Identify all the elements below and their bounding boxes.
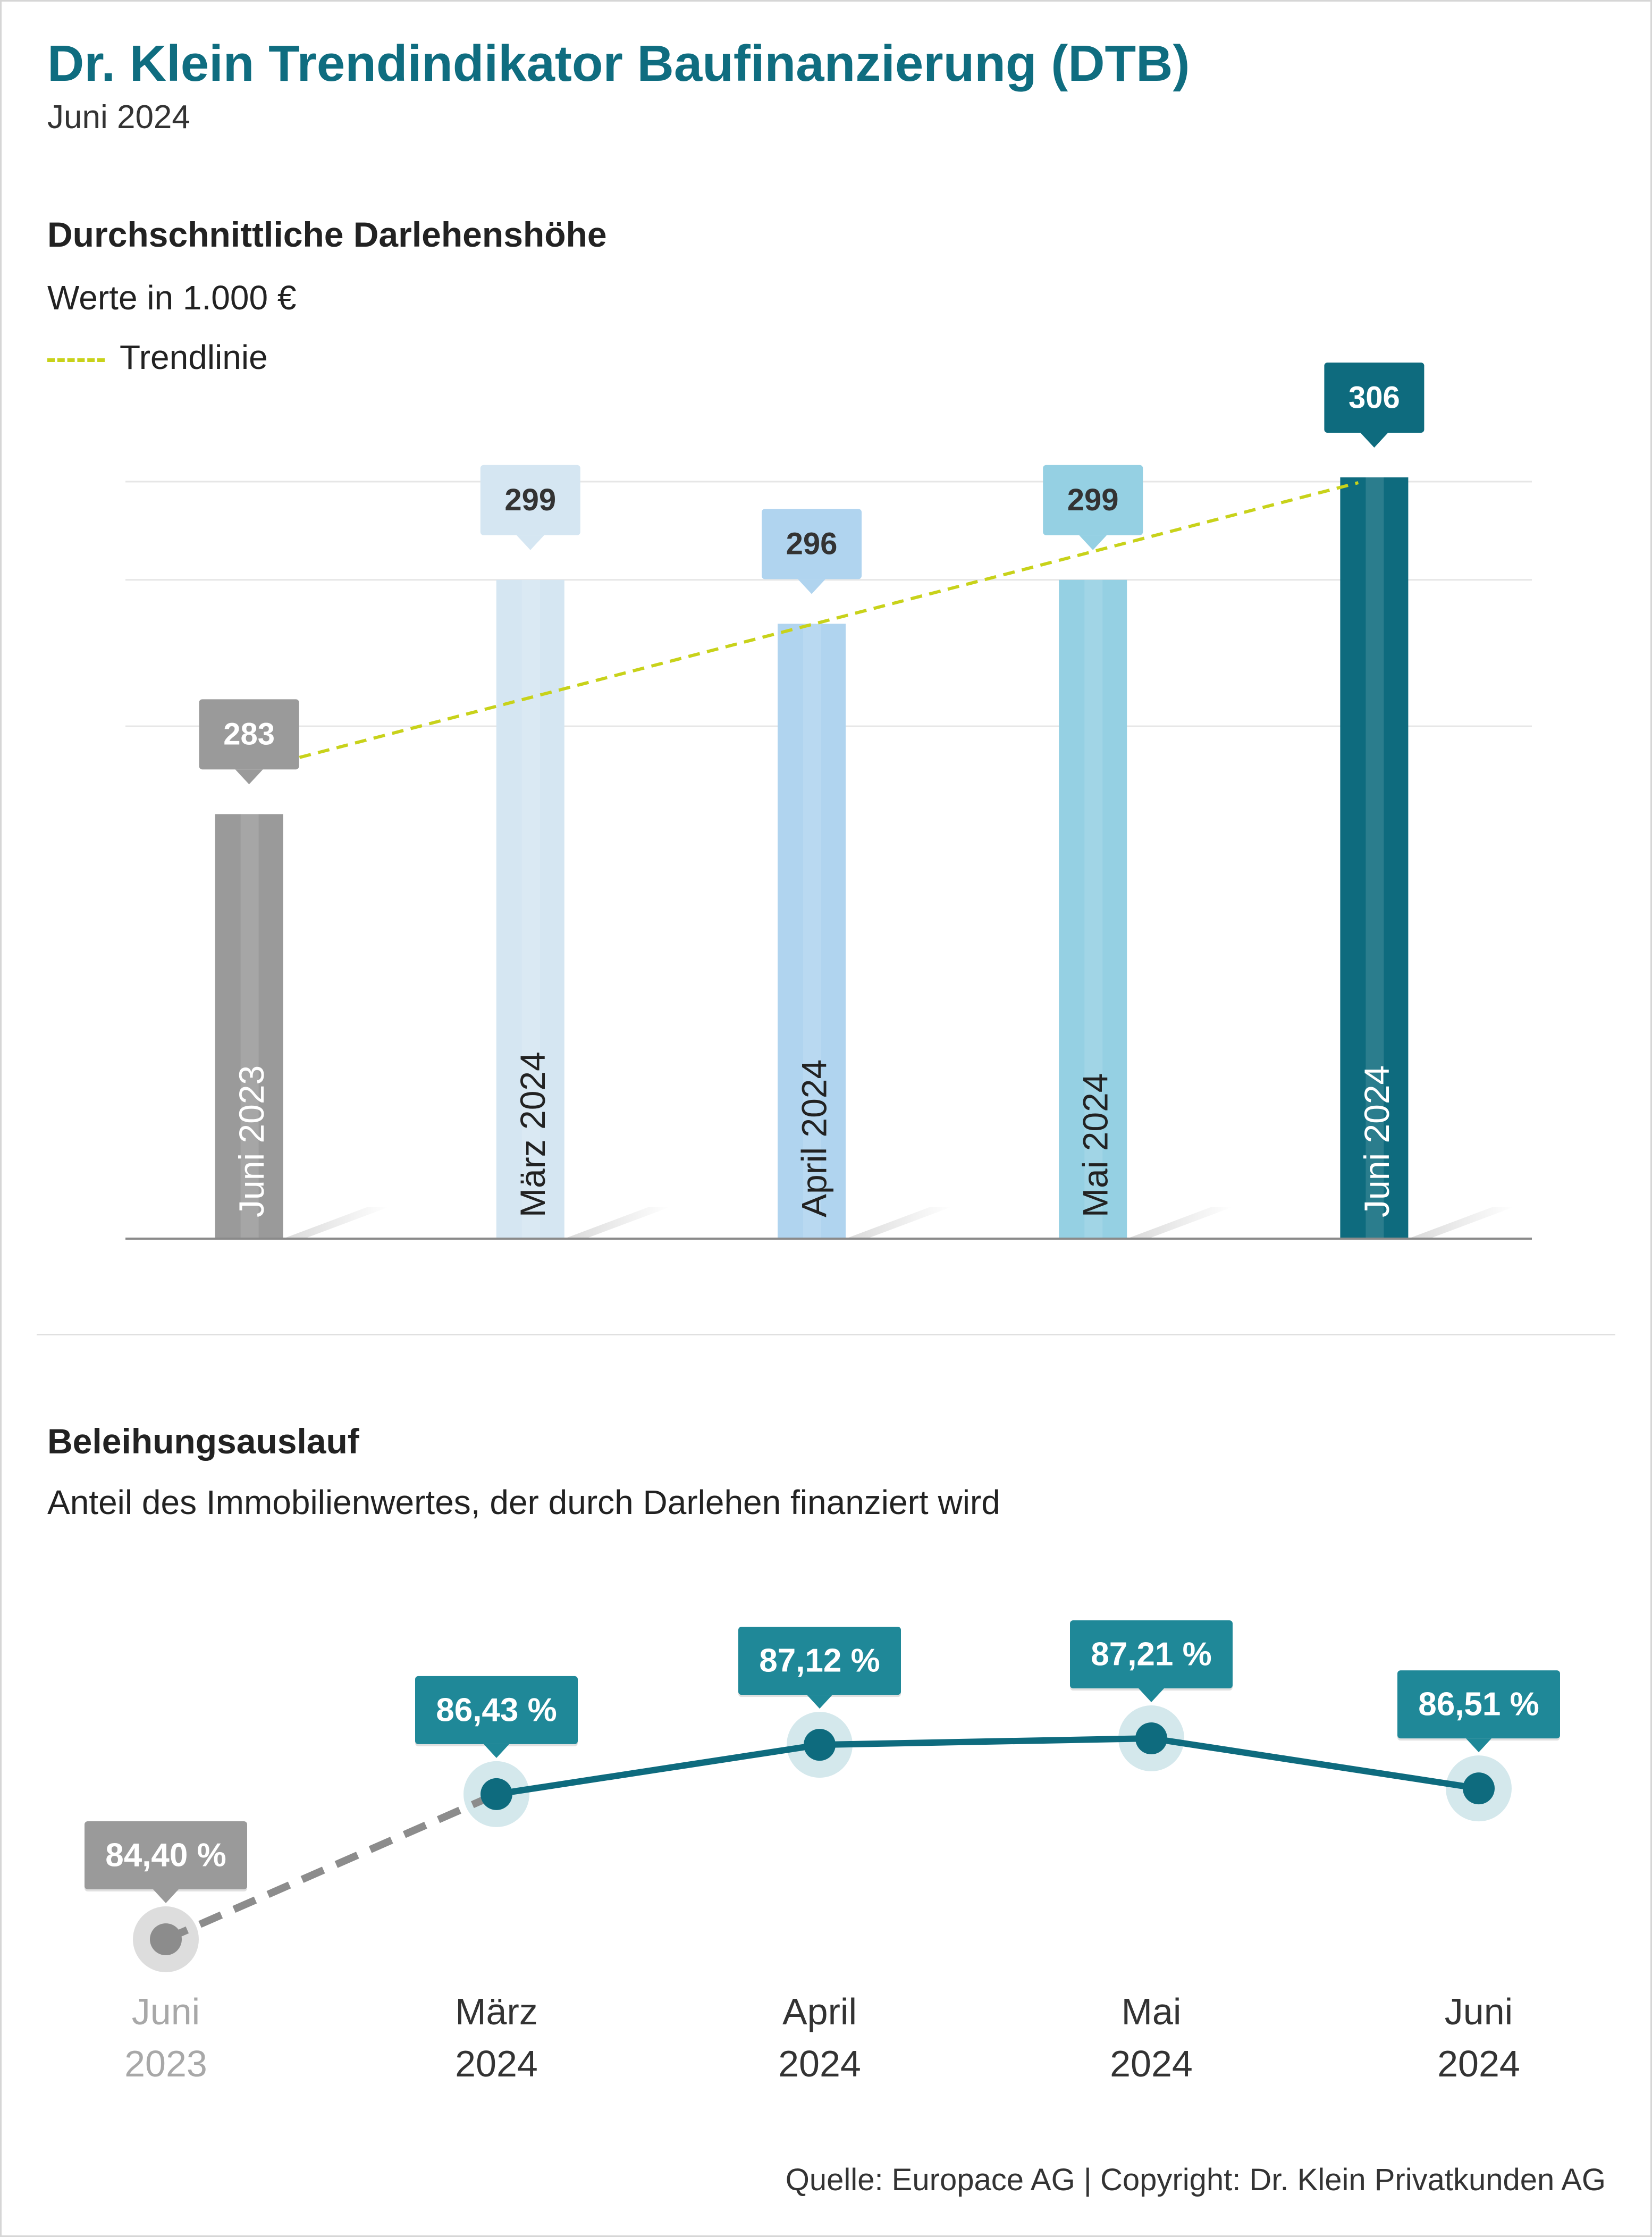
loan-amount-bar-chart: Juni 2023 März 2024 April 2024 Mai 2024 Juni… [125,363,1532,1240]
value-callout-box-4 [1324,363,1425,433]
bar-shadow-4 [1408,1207,1515,1239]
data-point-2 [804,1729,836,1761]
bar-category-label-4: Juni 2024 [1357,1065,1396,1217]
value-label-4: 306 [1348,380,1400,415]
value-callout-box-0 [85,1821,247,1889]
bar-category-label-1: März 2024 [513,1052,552,1217]
data-point-4 [1463,1772,1495,1805]
trendline-legend-label: Trendlinie [120,338,268,376]
trendline-legend-swatch [47,358,105,362]
data-point-0 [150,1923,182,1955]
value-callout-pointer-3 [1139,1688,1164,1702]
x-axis-label-3-year: 2024 [1110,2043,1193,2084]
data-point-3 [1135,1722,1167,1754]
value-label-3: 299 [1067,483,1119,517]
bar-category-label-2: April 2024 [794,1059,833,1217]
value-callout-box-1 [415,1676,578,1744]
x-axis-label-0-year: 2023 [124,2043,207,2084]
data-point-1 [481,1778,512,1810]
ltv-section-title: Beleihungsauslauf [47,1422,359,1461]
value-callout-pointer-4 [1466,1738,1491,1753]
value-callout-box-4 [1397,1670,1560,1739]
value-callout-pointer-0 [235,769,263,785]
bar-3 [1059,579,1127,1239]
ltv-line [496,1735,1479,1797]
section-divider [37,1334,1615,1335]
bar-highlight-3 [1084,579,1103,1239]
page-title: Dr. Klein Trendindikator Baufinanzierung… [47,35,1190,92]
page-subtitle: Juni 2024 [47,99,190,136]
loan-amount-section-title: Durchschnittliche Darlehenshöhe [47,215,607,254]
bar-highlight-4 [1366,477,1384,1239]
bar-highlight-0 [240,814,259,1239]
ltv-section-subtitle: Anteil des Immobilienwertes, der durch D… [47,1483,1000,1521]
value-callout-pointer-4 [1360,433,1388,448]
x-axis-label-1-year: 2024 [455,2043,538,2084]
value-callout-box-0 [199,699,299,770]
bar-1 [496,579,564,1239]
bar-2 [778,624,846,1239]
bar-category-label-3: Mai 2024 [1076,1073,1115,1217]
value-label-1: 299 [504,483,556,517]
value-callout-pointer-0 [153,1889,179,1903]
value-callout-box-2 [738,1627,901,1695]
value-callout-pointer-1 [484,1744,509,1758]
x-axis-label-4-month: Juni [1445,1991,1513,2032]
x-axis-label-0-month: Juni [132,1991,200,2032]
x-axis-label-1-month: März [455,1991,538,2032]
value-callout-pointer-2 [798,579,825,594]
x-axis-label-2-year: 2024 [778,2043,861,2084]
bar-category-label-0: Juni 2023 [232,1065,271,1217]
value-label-3: 87,21 % [1091,1636,1212,1672]
value-callout-pointer-2 [807,1695,832,1709]
x-axis-label-2-month: April [782,1991,857,2032]
value-label-0: 84,40 % [105,1837,226,1873]
bar-highlight-1 [521,579,540,1239]
trendline [280,481,1359,764]
bar-shadow-1 [564,1207,671,1239]
value-label-2: 87,12 % [759,1642,880,1679]
value-label-0: 283 [223,717,275,752]
ltv-line-chart: 84,40 % 86,43 % 87,12 % 87,21 % 86,51 % Juni 2… [85,1620,1560,2084]
x-axis-label-3-month: Mai [1122,1991,1182,2032]
value-callout-box-3 [1043,465,1143,535]
bar-shadow-0 [283,1207,390,1239]
bar-highlight-2 [803,624,821,1239]
value-label-1: 86,43 % [436,1692,557,1728]
value-label-2: 296 [786,527,838,561]
ltv-past-segment [164,1790,498,1943]
loan-amount-unit-note: Werte in 1.000 € [47,279,297,317]
trendline-legend: Trendlinie [47,338,268,377]
bar-4 [1340,477,1409,1239]
value-callout-box-1 [480,465,580,535]
value-callout-box-2 [762,509,862,579]
bar-shadow-3 [1127,1207,1234,1239]
x-axis-label-4-year: 2024 [1437,2043,1520,2084]
bar-shadow-2 [846,1207,952,1239]
source-note: Quelle: Europace AG | Copyright: Dr. Kle… [785,2163,1606,2197]
bar-0 [215,814,283,1239]
value-callout-box-3 [1070,1620,1233,1688]
value-label-4: 86,51 % [1418,1686,1539,1723]
value-callout-pointer-3 [1079,535,1107,550]
value-callout-pointer-1 [516,535,544,550]
